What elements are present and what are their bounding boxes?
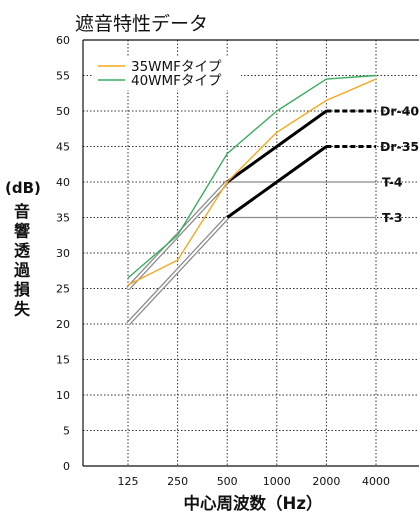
x-tick-label: 250 [167, 475, 188, 488]
axes [82, 39, 419, 467]
reference-segment-inner [127, 270, 179, 325]
reference-label-dr-35: Dr-35 [380, 139, 419, 154]
reference-segment-inner [176, 181, 228, 236]
y-tick-label: 10 [56, 389, 70, 402]
reference-curve-dr-40: Dr-40 [226, 104, 419, 184]
gridlines [83, 40, 419, 466]
y-tick-label: 25 [56, 283, 70, 296]
y-tick-label: 40 [56, 176, 70, 189]
x-tick-label: 1000 [263, 475, 291, 488]
reference-label-t-4: T-4 [382, 175, 403, 190]
legend-label-1: 35WMFタイプ [131, 59, 222, 75]
y-axis-label: 音響透過損失 [11, 203, 30, 320]
legend-background [93, 56, 241, 90]
y-tick-label: 20 [56, 318, 70, 331]
y-tick-label: 5 [63, 425, 70, 438]
y-tick-label: 30 [56, 247, 70, 260]
x-axis-label: 中心周波数（Hz） [184, 493, 323, 513]
data-series [127, 74, 377, 286]
reference-segment-inner [176, 216, 228, 272]
x-tick-label: 2000 [312, 475, 340, 488]
reference-segment [275, 109, 328, 148]
x-tick-label: 4000 [362, 475, 390, 488]
chart-title: 遮音特性データ [75, 13, 208, 35]
series-line-2 [127, 74, 377, 279]
reference-label-dr-40: Dr-40 [380, 104, 419, 119]
reference-label-t-3: T-3 [382, 210, 403, 225]
reference-segment [226, 180, 278, 219]
legend-label-2: 40WMFタイプ [131, 73, 222, 89]
reference-curve-t-3: T-3 [126, 210, 403, 326]
reference-curve-t-4: T-4 [126, 175, 403, 291]
y-tick-label: 35 [56, 212, 70, 225]
y-tick-label: 45 [56, 141, 70, 154]
reference-segment [226, 145, 278, 184]
y-tick-label: 15 [56, 354, 70, 367]
x-tick-labels: 125 250 500 1000 2000 4000 [118, 475, 391, 488]
reference-segment-inner [127, 234, 179, 290]
reference-curve-dr-35: Dr-35 [226, 139, 419, 219]
x-tick-label: 125 [118, 475, 139, 488]
y-tick-label: 50 [56, 105, 70, 118]
x-tick-label: 500 [217, 475, 238, 488]
series-line-1 [127, 78, 377, 286]
y-tick-label: 60 [56, 34, 70, 47]
reference-segment [275, 145, 328, 184]
y-axis-unit: (dB) [5, 179, 41, 197]
y-tick-labels: 0 5 10 15 20 25 30 35 40 45 50 55 60 [56, 34, 70, 473]
y-tick-label: 0 [63, 460, 70, 473]
y-tick-label: 55 [56, 70, 70, 83]
reference-curves: T-3 T-4 Dr-35 Dr-40 [126, 104, 419, 326]
